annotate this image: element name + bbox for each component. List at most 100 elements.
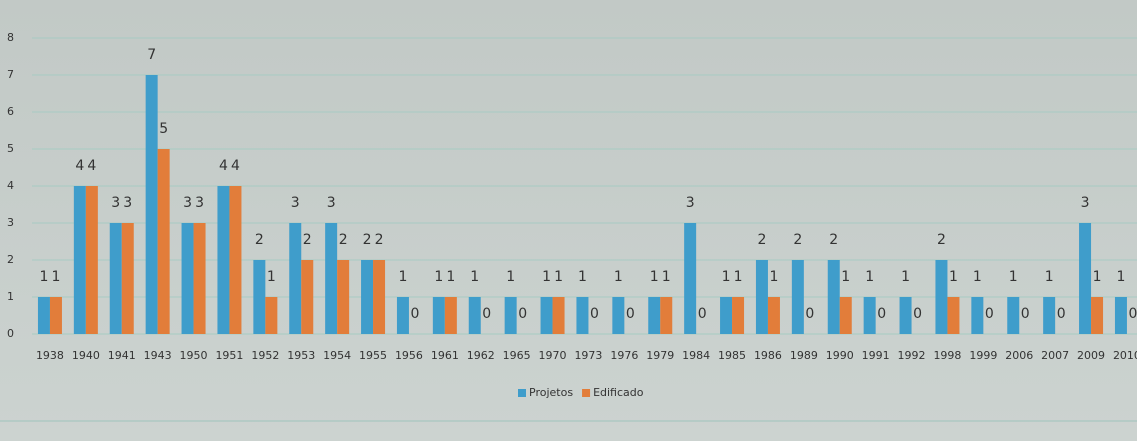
y-tick-label: 4	[7, 179, 14, 192]
data-label: 2	[937, 232, 946, 248]
x-tick-label: 1940	[72, 349, 100, 362]
bar	[899, 297, 912, 334]
data-label: 2	[363, 232, 372, 248]
data-label: 4	[87, 158, 96, 174]
bar	[552, 297, 565, 334]
legend-label: Projetos	[529, 386, 573, 399]
data-label: 1	[865, 269, 874, 285]
x-tick-label: 1965	[503, 349, 531, 362]
x-tick-label: 2006	[1005, 349, 1033, 362]
bar	[648, 297, 661, 334]
data-label: 2	[757, 232, 766, 248]
x-tick-label: 1992	[898, 349, 926, 362]
x-tick-label: 1985	[718, 349, 746, 362]
bar	[612, 297, 625, 334]
data-label: 1	[542, 269, 551, 285]
bar	[791, 260, 804, 334]
legend-swatch	[518, 389, 526, 397]
data-label: 3	[327, 195, 336, 211]
x-tick-label: 1961	[431, 349, 459, 362]
bar	[301, 260, 314, 334]
bar	[145, 75, 158, 334]
data-label: 1	[734, 269, 743, 285]
data-label: 1	[722, 269, 731, 285]
x-tick-label: 1991	[862, 349, 890, 362]
data-label: 2	[339, 232, 348, 248]
data-label: 1	[506, 269, 515, 285]
bar	[504, 297, 517, 334]
bar	[229, 186, 242, 334]
data-label: 0	[913, 306, 922, 322]
data-label: 1	[39, 269, 48, 285]
data-label: 3	[195, 195, 204, 211]
x-tick-label: 2010	[1113, 349, 1137, 362]
data-label: 1	[1045, 269, 1054, 285]
y-tick-label: 3	[7, 216, 14, 229]
bar	[947, 297, 960, 334]
bar	[49, 297, 62, 334]
bar	[157, 149, 170, 334]
x-tick-label: 1954	[323, 349, 351, 362]
data-label: 0	[518, 306, 527, 322]
y-tick-label: 6	[7, 105, 14, 118]
data-label: 1	[973, 269, 982, 285]
bar	[767, 297, 780, 334]
data-label: 3	[183, 195, 192, 211]
bar	[109, 223, 122, 334]
data-label: 1	[662, 269, 671, 285]
x-tick-label: 1962	[467, 349, 495, 362]
data-label: 3	[686, 195, 695, 211]
bar	[1043, 297, 1056, 334]
y-tick-label: 0	[7, 327, 14, 340]
x-tick-label: 2007	[1041, 349, 1069, 362]
x-tick-label: 1999	[969, 349, 997, 362]
x-tick-label: 1955	[359, 349, 387, 362]
bar	[971, 297, 984, 334]
bar	[576, 297, 589, 334]
x-tick-label: 1989	[790, 349, 818, 362]
bar	[432, 297, 445, 334]
data-label: 1	[1093, 269, 1102, 285]
y-tick-label: 5	[7, 142, 14, 155]
x-tick-label: 1973	[574, 349, 602, 362]
bar	[540, 297, 553, 334]
data-label: 1	[578, 269, 587, 285]
data-label: 2	[303, 232, 312, 248]
x-tick-label: 1970	[539, 349, 567, 362]
legend-label: Edificado	[593, 386, 644, 399]
data-label: 2	[829, 232, 838, 248]
x-tick-label: 1950	[180, 349, 208, 362]
data-label: 4	[231, 158, 240, 174]
bar	[863, 297, 876, 334]
data-label: 1	[51, 269, 60, 285]
data-label: 1	[901, 269, 910, 285]
bar	[325, 223, 338, 334]
bar	[1007, 297, 1020, 334]
data-label: 1	[949, 269, 958, 285]
data-label: 0	[482, 306, 491, 322]
data-label: 1	[554, 269, 563, 285]
data-label: 0	[1128, 306, 1137, 322]
bar	[193, 223, 206, 334]
y-tick-label: 2	[7, 253, 14, 266]
bar	[253, 260, 266, 334]
data-label: 3	[1081, 195, 1090, 211]
data-label: 4	[75, 158, 84, 174]
data-label: 5	[159, 121, 168, 137]
x-tick-label: 1953	[287, 349, 315, 362]
data-label: 0	[698, 306, 707, 322]
bar	[1079, 223, 1092, 334]
x-tick-label: 1941	[108, 349, 136, 362]
bar	[827, 260, 840, 334]
x-tick-label: 1951	[215, 349, 243, 362]
x-tick-label: 1943	[144, 349, 172, 362]
bar	[265, 297, 278, 334]
x-tick-label: 1976	[610, 349, 638, 362]
data-label: 0	[985, 306, 994, 322]
legend-swatch	[582, 389, 591, 397]
bar	[37, 297, 50, 334]
bar	[660, 297, 673, 334]
data-label: 1	[1009, 269, 1018, 285]
